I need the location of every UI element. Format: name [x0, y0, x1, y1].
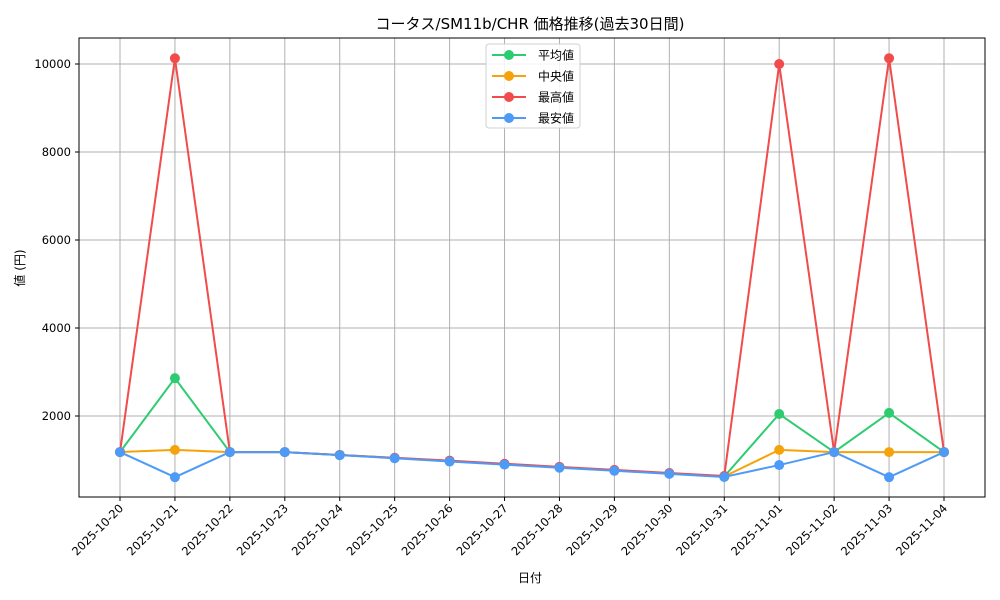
- data-point-marker: [169, 472, 180, 483]
- y-tick-label: 8000: [42, 145, 71, 159]
- legend-marker-icon: [504, 71, 514, 81]
- data-point-marker: [774, 409, 785, 420]
- legend-label: 平均値: [538, 48, 574, 63]
- data-point-marker: [224, 447, 235, 458]
- data-point-marker: [169, 53, 180, 64]
- grid-lines: [79, 38, 985, 497]
- legend-marker-icon: [504, 113, 514, 123]
- data-point-marker: [169, 444, 180, 455]
- legend-item: 中央値: [492, 69, 574, 84]
- data-point-marker: [169, 373, 180, 384]
- y-tick-label: 2000: [42, 409, 71, 423]
- y-tick-label: 10000: [34, 57, 71, 71]
- plot-frame: [78, 37, 986, 498]
- x-axis-label: 日付: [518, 571, 542, 585]
- data-point-marker: [444, 456, 455, 467]
- legend-item: 最安値: [492, 111, 574, 126]
- data-point-marker: [829, 447, 840, 458]
- data-point-marker: [554, 462, 565, 473]
- data-point-marker: [334, 450, 345, 461]
- data-point-marker: [884, 472, 895, 483]
- chart-title: コータス/SM11b/CHR 価格推移(過去30日間): [376, 15, 685, 33]
- data-point-marker: [609, 465, 620, 476]
- data-point-marker: [279, 447, 290, 458]
- data-point-marker: [499, 459, 510, 470]
- legend-item: 平均値: [492, 48, 574, 63]
- data-point-marker: [115, 447, 125, 458]
- legend-label: 最高値: [538, 90, 574, 105]
- data-point-marker: [774, 460, 785, 471]
- y-axis-label: 値 (円): [12, 249, 27, 286]
- series-3: [115, 447, 949, 483]
- data-point-marker: [664, 468, 675, 479]
- legend-item: 最高値: [492, 90, 574, 105]
- y-tick-label: 6000: [42, 233, 71, 247]
- data-point-marker: [774, 59, 785, 69]
- legend-marker-icon: [504, 92, 514, 102]
- legend-label: 最安値: [538, 111, 574, 126]
- legend-label: 中央値: [538, 69, 574, 84]
- data-point-marker: [389, 453, 400, 464]
- series-layer: [115, 53, 949, 483]
- data-point-marker: [939, 447, 949, 458]
- legend-box: [485, 43, 581, 129]
- data-point-marker: [774, 444, 785, 455]
- series-line: [119, 451, 945, 479]
- y-tick-label: 4000: [42, 321, 71, 335]
- data-point-marker: [884, 447, 895, 458]
- data-point-marker: [719, 471, 730, 482]
- legend-marker-icon: [504, 50, 514, 60]
- data-point-marker: [884, 407, 895, 418]
- data-point-marker: [884, 53, 895, 64]
- y-axis-ticks: 2000 4000 6000 8000 10000: [34, 57, 79, 423]
